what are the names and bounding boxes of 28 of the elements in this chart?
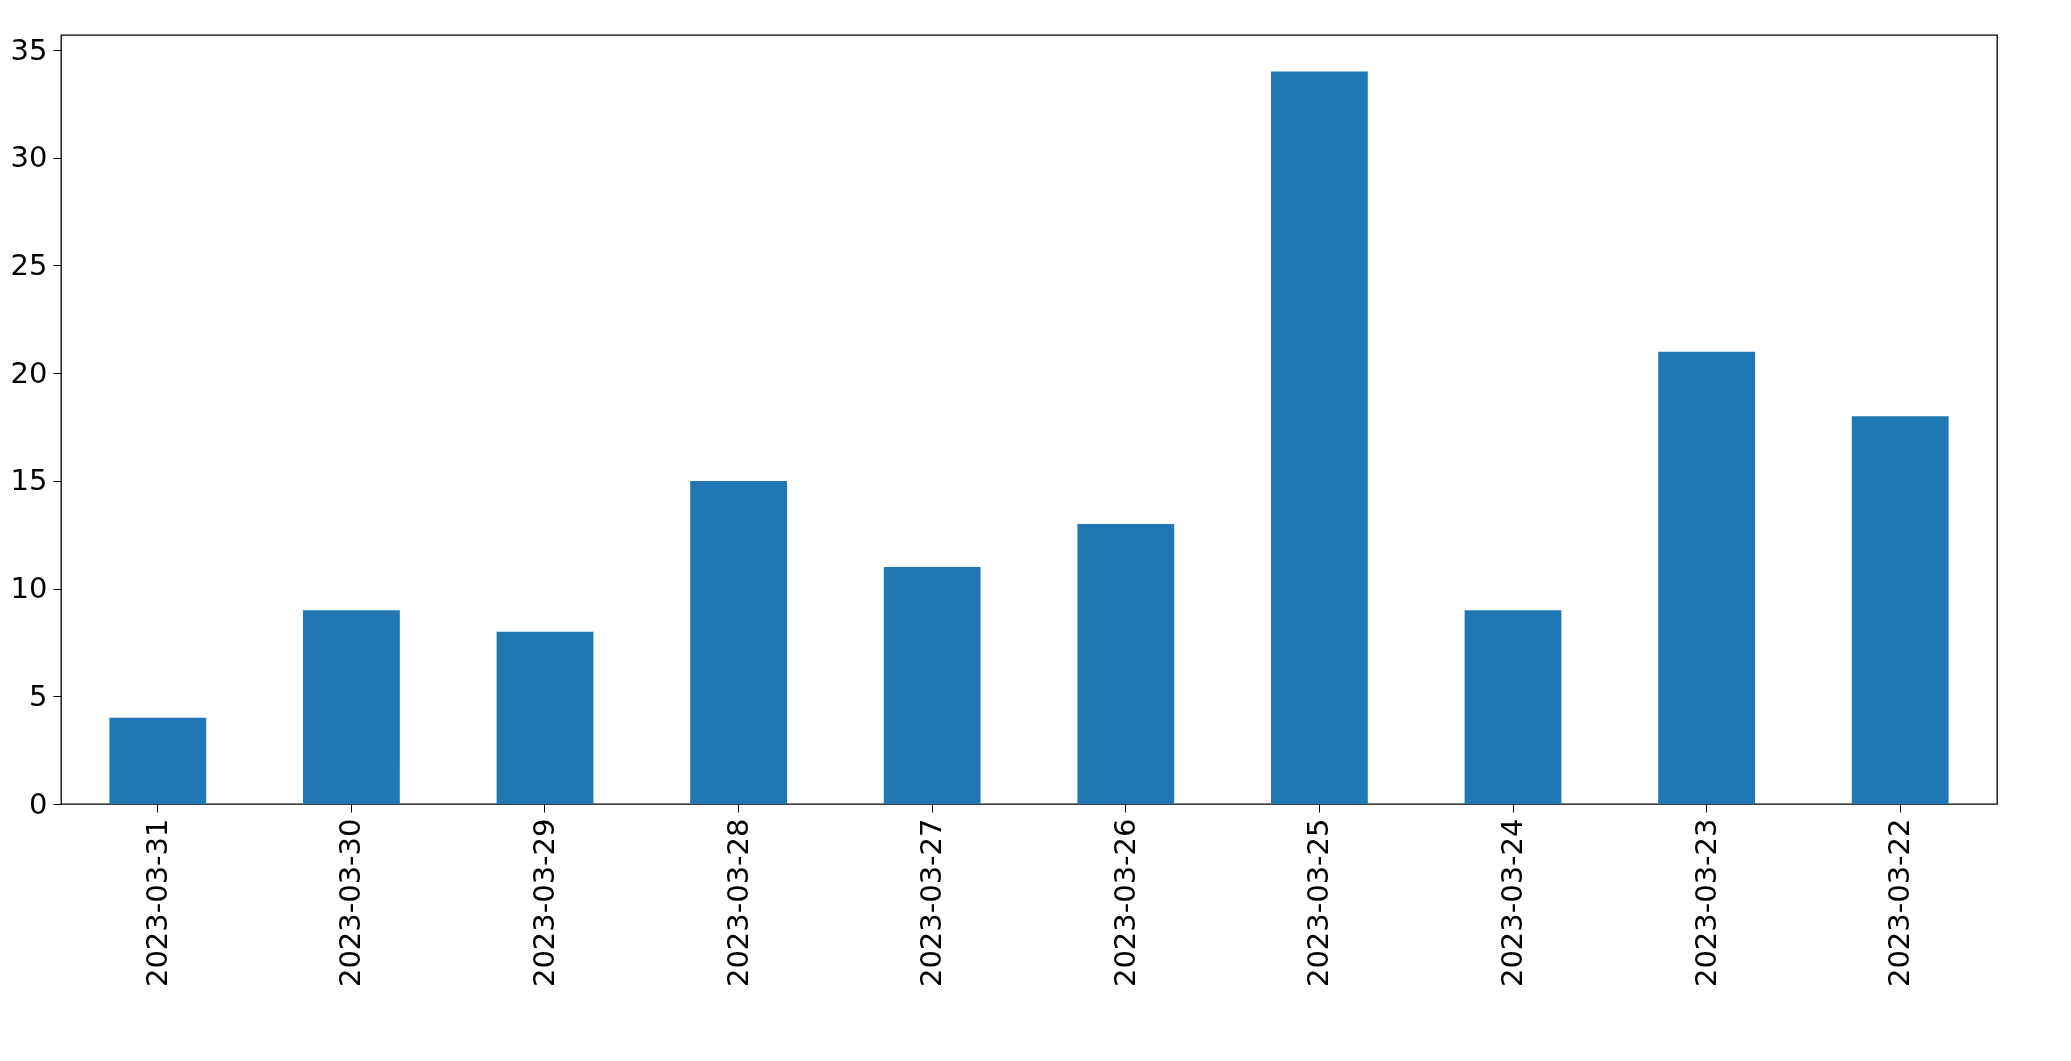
x-tick-label: 2023-03-23 bbox=[1688, 818, 1723, 988]
y-tick-label: 10 bbox=[10, 571, 48, 606]
x-tick-label: 2023-03-24 bbox=[1495, 818, 1529, 988]
x-tick-label: 2023-03-27 bbox=[914, 818, 949, 988]
bar bbox=[1464, 610, 1562, 804]
bar bbox=[1658, 351, 1755, 804]
x-tick-label: 2023-03-22 bbox=[1882, 818, 1917, 988]
y-tick-label: 30 bbox=[10, 140, 48, 175]
y-tick-label: 25 bbox=[10, 247, 48, 282]
bar bbox=[690, 480, 787, 804]
y-tick-label: 35 bbox=[10, 32, 48, 67]
x-tick-label: 2023-03-25 bbox=[1301, 818, 1336, 988]
y-tick-label: 5 bbox=[29, 678, 48, 713]
y-tick-label: 0 bbox=[29, 786, 48, 821]
bar bbox=[1077, 523, 1175, 804]
bar bbox=[1271, 71, 1368, 804]
x-tick-label: 2023-03-29 bbox=[527, 818, 561, 988]
bar bbox=[1851, 416, 1949, 804]
x-tick-label: 2023-03-30 bbox=[333, 818, 368, 988]
x-tick-label: 2023-03-28 bbox=[720, 818, 755, 988]
bar bbox=[303, 610, 400, 804]
bar bbox=[883, 567, 981, 804]
x-tick-label: 2023-03-26 bbox=[1107, 818, 1142, 988]
bar bbox=[109, 717, 207, 804]
x-tick-label: 2023-03-31 bbox=[139, 818, 174, 988]
bar bbox=[496, 631, 594, 804]
y-tick-label: 20 bbox=[10, 355, 48, 390]
y-tick-label: 15 bbox=[10, 463, 48, 498]
